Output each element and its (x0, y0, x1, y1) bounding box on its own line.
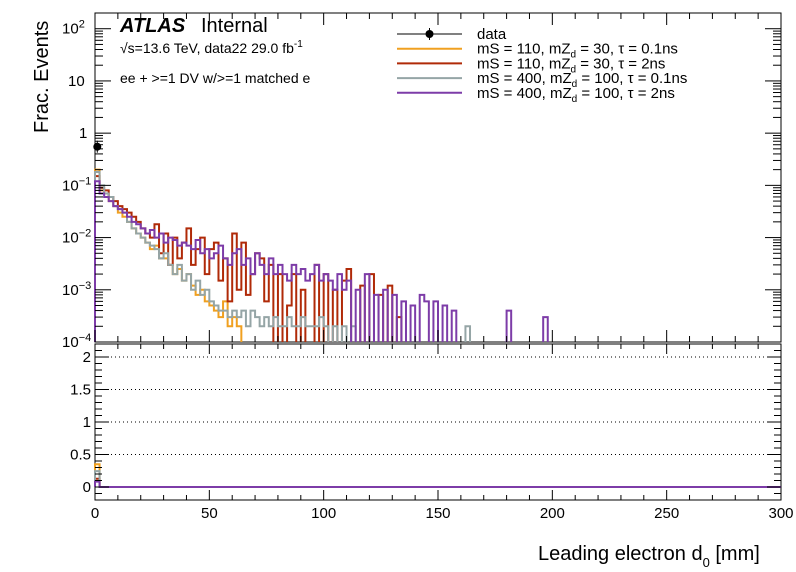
y-axis-title: Frac. Events (31, 21, 53, 133)
y-tick-label: 10−2 (62, 228, 91, 247)
ratio-histograms (94, 463, 781, 488)
top-histograms (93, 140, 549, 342)
legend-entry-label: mS = 110, mZd = 30, τ = 2ns (477, 55, 665, 75)
legend-entry-label: mS = 400, mZd = 100, τ = 0.1ns (477, 70, 687, 90)
legend-entry-label: mS = 110, mZd = 30, τ = 0.1ns (477, 41, 678, 61)
ratio-line (94, 480, 781, 488)
ratio-line (94, 477, 781, 488)
ratio-axis-ticks: 0 50 100 150 200 250 300 0 0.5 1 1.5 2 (70, 343, 794, 522)
x-tick-label: 100 (311, 505, 336, 522)
ratio-tick-label: 0 (83, 479, 91, 496)
x-tick-label: 200 (540, 505, 565, 522)
x-tick-label: 300 (768, 505, 793, 522)
top-panel-frame (94, 12, 782, 343)
ratio-tick-label: 1 (83, 414, 91, 431)
histogram-ms-400-mzd-100-0-1ns (94, 171, 472, 342)
atlas-label: ATLAS (119, 15, 186, 37)
data-point (93, 142, 102, 151)
legend-entry-label: mS = 400, mZd = 100, τ = 2ns (477, 85, 675, 105)
y-tick-label: 102 (62, 19, 85, 38)
x-tick-label: 150 (425, 505, 450, 522)
ratio-line (94, 463, 781, 488)
ratio-line (94, 470, 781, 488)
selection-label: ee + >=1 DV w/>=1 matched e (120, 70, 311, 86)
ratio-gridlines (95, 356, 781, 488)
x-tick-label: 0 (91, 505, 99, 522)
y-tick-label: 10−4 (62, 332, 91, 351)
x-tick-label: 250 (654, 505, 679, 522)
x-tick-label: 50 (201, 505, 218, 522)
top-axis-ticks: 10−4 10−3 10−2 10−1 1 10 102 (62, 12, 782, 351)
atlas-status: Internal (201, 15, 268, 37)
ratio-tick-label: 2 (83, 349, 91, 366)
y-tick-label: 1 (79, 125, 87, 142)
histogram-ms-400-mzd-100-2ns (94, 180, 549, 342)
legend-data-marker (425, 30, 434, 38)
y-tick-label: 10 (68, 73, 85, 90)
y-tick-label: 10−1 (62, 175, 91, 194)
x-axis-title: Leading electron d0 [mm] (538, 543, 760, 570)
legend-entry-label: data (477, 26, 507, 43)
ratio-panel-frame (94, 343, 782, 501)
y-tick-label: 10−3 (62, 280, 91, 299)
energy-label: √s=13.6 TeV, data22 29.0 fb-1 (120, 39, 303, 56)
ratio-tick-label: 0.5 (70, 447, 91, 464)
ratio-tick-label: 1.5 (70, 382, 91, 399)
